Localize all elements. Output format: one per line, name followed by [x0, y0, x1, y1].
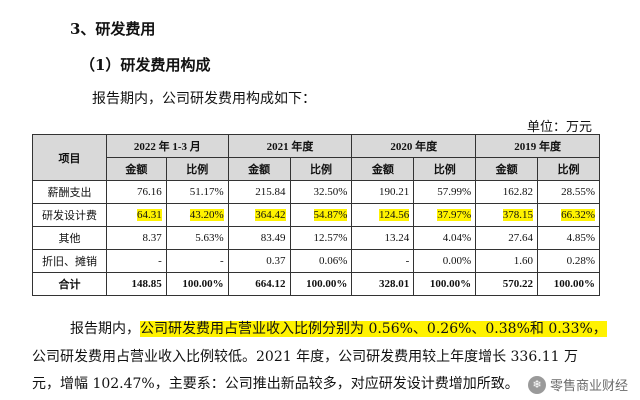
table-row: 薪酬支出 76.16 51.17% 215.84 32.50% 190.21 57.99% 1…: [32, 180, 600, 204]
ratio-cell: 5.63%: [165, 226, 229, 250]
period-header: 2019 年度: [475, 134, 600, 158]
amount-cell: 162.82: [475, 180, 539, 204]
ratio-cell: 51.17%: [165, 180, 229, 204]
amount-cell: 64.31: [105, 203, 167, 227]
table-row: 其他 8.37 5.63% 83.49 12.57% 13.24 4.04% 27.64 4.8…: [32, 226, 600, 250]
row-label: 折旧、摊销: [32, 249, 107, 273]
paragraph-line-2: 公司研发费用占营业收入比例较低。2021 年度，公司研发费用较上年度增长 336…: [32, 349, 578, 365]
amount-cell: -: [105, 249, 167, 273]
ratio-cell: 100.00%: [165, 272, 229, 296]
amount-cell: 328.01: [351, 272, 415, 296]
period-header: 2022 年 1-3 月: [105, 134, 229, 158]
amount-header: 金额: [475, 157, 539, 181]
intro-text: 报告期内，公司研发费用构成如下：: [92, 91, 316, 107]
amount-cell: 83.49: [227, 226, 291, 250]
ratio-cell: 100.00%: [289, 272, 353, 296]
highlighted-value: 378.15: [502, 209, 534, 221]
amount-cell: 76.16: [105, 180, 167, 204]
section-title: 3、研发费用: [70, 20, 156, 38]
unit-label: 单位：万元: [526, 120, 592, 135]
highlighted-value: 64.31: [137, 209, 162, 221]
period-header: 2021 年度: [227, 134, 353, 158]
ratio-cell: 54.87%: [289, 203, 353, 227]
paragraph-line-1: 报告期内，公司研发费用占营业收入比例分别为 0.56%、0.26%、0.38%和…: [70, 318, 607, 338]
highlighted-value: 37.97%: [437, 209, 472, 221]
ratio-cell: 37.97%: [413, 203, 477, 227]
paragraph-line-3: 元，增幅 102.47%，主要系：公司推出新品较多，对应研发设计费增加所致。: [32, 376, 519, 392]
highlighted-value: 124.56: [379, 209, 410, 221]
table-header-row: 项目 2022 年 1-3 月 2021 年度 2020 年度 2019 年度: [32, 134, 600, 181]
ratio-cell: -: [165, 249, 229, 273]
amount-cell: 13.24: [351, 226, 415, 250]
amount-cell: 1.60: [475, 249, 539, 273]
amount-header: 金额: [227, 157, 291, 181]
row-label: 其他: [32, 226, 107, 250]
amount-cell: 215.84: [227, 180, 291, 204]
highlighted-value: 364.42: [255, 209, 286, 221]
row-label: 研发设计费: [32, 203, 107, 227]
item-header: 项目: [32, 134, 107, 181]
ratio-header: 比例: [413, 157, 477, 181]
amount-cell: 190.21: [351, 180, 415, 204]
amount-header: 金额: [351, 157, 415, 181]
amount-cell: 8.37: [105, 226, 167, 250]
row-label: 合计: [32, 272, 107, 296]
table-row: 合计 148.85 100.00% 664.12 100.00% 328.01 100.00…: [32, 272, 600, 296]
ratio-cell: 0.06%: [289, 249, 353, 273]
ratio-cell: 4.85%: [537, 226, 600, 250]
ratio-header: 比例: [537, 157, 600, 181]
amount-cell: 570.22: [475, 272, 539, 296]
amount-cell: -: [351, 249, 415, 273]
ratio-cell: 100.00%: [537, 272, 600, 296]
ratio-cell: 0.00%: [413, 249, 477, 273]
ratio-cell: 57.99%: [413, 180, 477, 204]
row-label: 薪酬支出: [32, 180, 107, 204]
paragraph-lead: 报告期内，: [70, 321, 140, 337]
highlighted-value: 43.20%: [189, 209, 224, 221]
table-subheader-row: 金额 比例 金额 比例 金额 比例 金额 比例: [33, 157, 600, 181]
table-row: 折旧、摊销 - -0.37 0.06% -0.00% 1.60 0.28%: [32, 249, 600, 273]
ratio-cell: 28.55%: [537, 180, 600, 204]
amount-cell: 378.15: [475, 203, 539, 227]
snowflake-logo-icon: ❄: [527, 375, 546, 394]
amount-cell: 664.12: [227, 272, 291, 296]
ratio-header: 比例: [165, 157, 229, 181]
ratio-cell: 4.04%: [413, 226, 477, 250]
table-row: 研发设计费 64.31 43.20% 364.42 54.87% 124.56 37.97%…: [32, 203, 600, 227]
ratio-header: 比例: [289, 157, 353, 181]
ratio-cell: 0.28%: [537, 249, 600, 273]
amount-cell: 148.85: [105, 272, 167, 296]
period-header: 2020 年度: [351, 134, 477, 158]
watermark: ❄ 零售商业财经: [527, 375, 628, 394]
rd-expense-table: 项目 2022 年 1-3 月 2021 年度 2020 年度 2019 年度 …: [32, 134, 600, 296]
amount-header: 金额: [105, 157, 167, 181]
highlighted-value: 66.32%: [561, 209, 595, 221]
subsection-title: （1）研发费用构成: [80, 56, 211, 74]
ratio-cell: 100.00%: [413, 272, 477, 296]
amount-cell: 27.64: [475, 226, 539, 250]
ratio-cell: 12.57%: [289, 226, 353, 250]
ratio-cell: 43.20%: [165, 203, 229, 227]
watermark-text: 零售商业财经: [549, 379, 628, 394]
highlighted-ratio-text: 公司研发费用占营业收入比例分别为 0.56%、0.26%、0.38%和 0.33…: [140, 321, 607, 337]
amount-cell: 124.56: [351, 203, 415, 227]
highlighted-value: 54.87%: [313, 209, 348, 221]
amount-cell: 0.37: [227, 249, 291, 273]
amount-cell: 364.42: [227, 203, 291, 227]
ratio-cell: 66.32%: [537, 203, 600, 227]
ratio-cell: 32.50%: [289, 180, 353, 204]
